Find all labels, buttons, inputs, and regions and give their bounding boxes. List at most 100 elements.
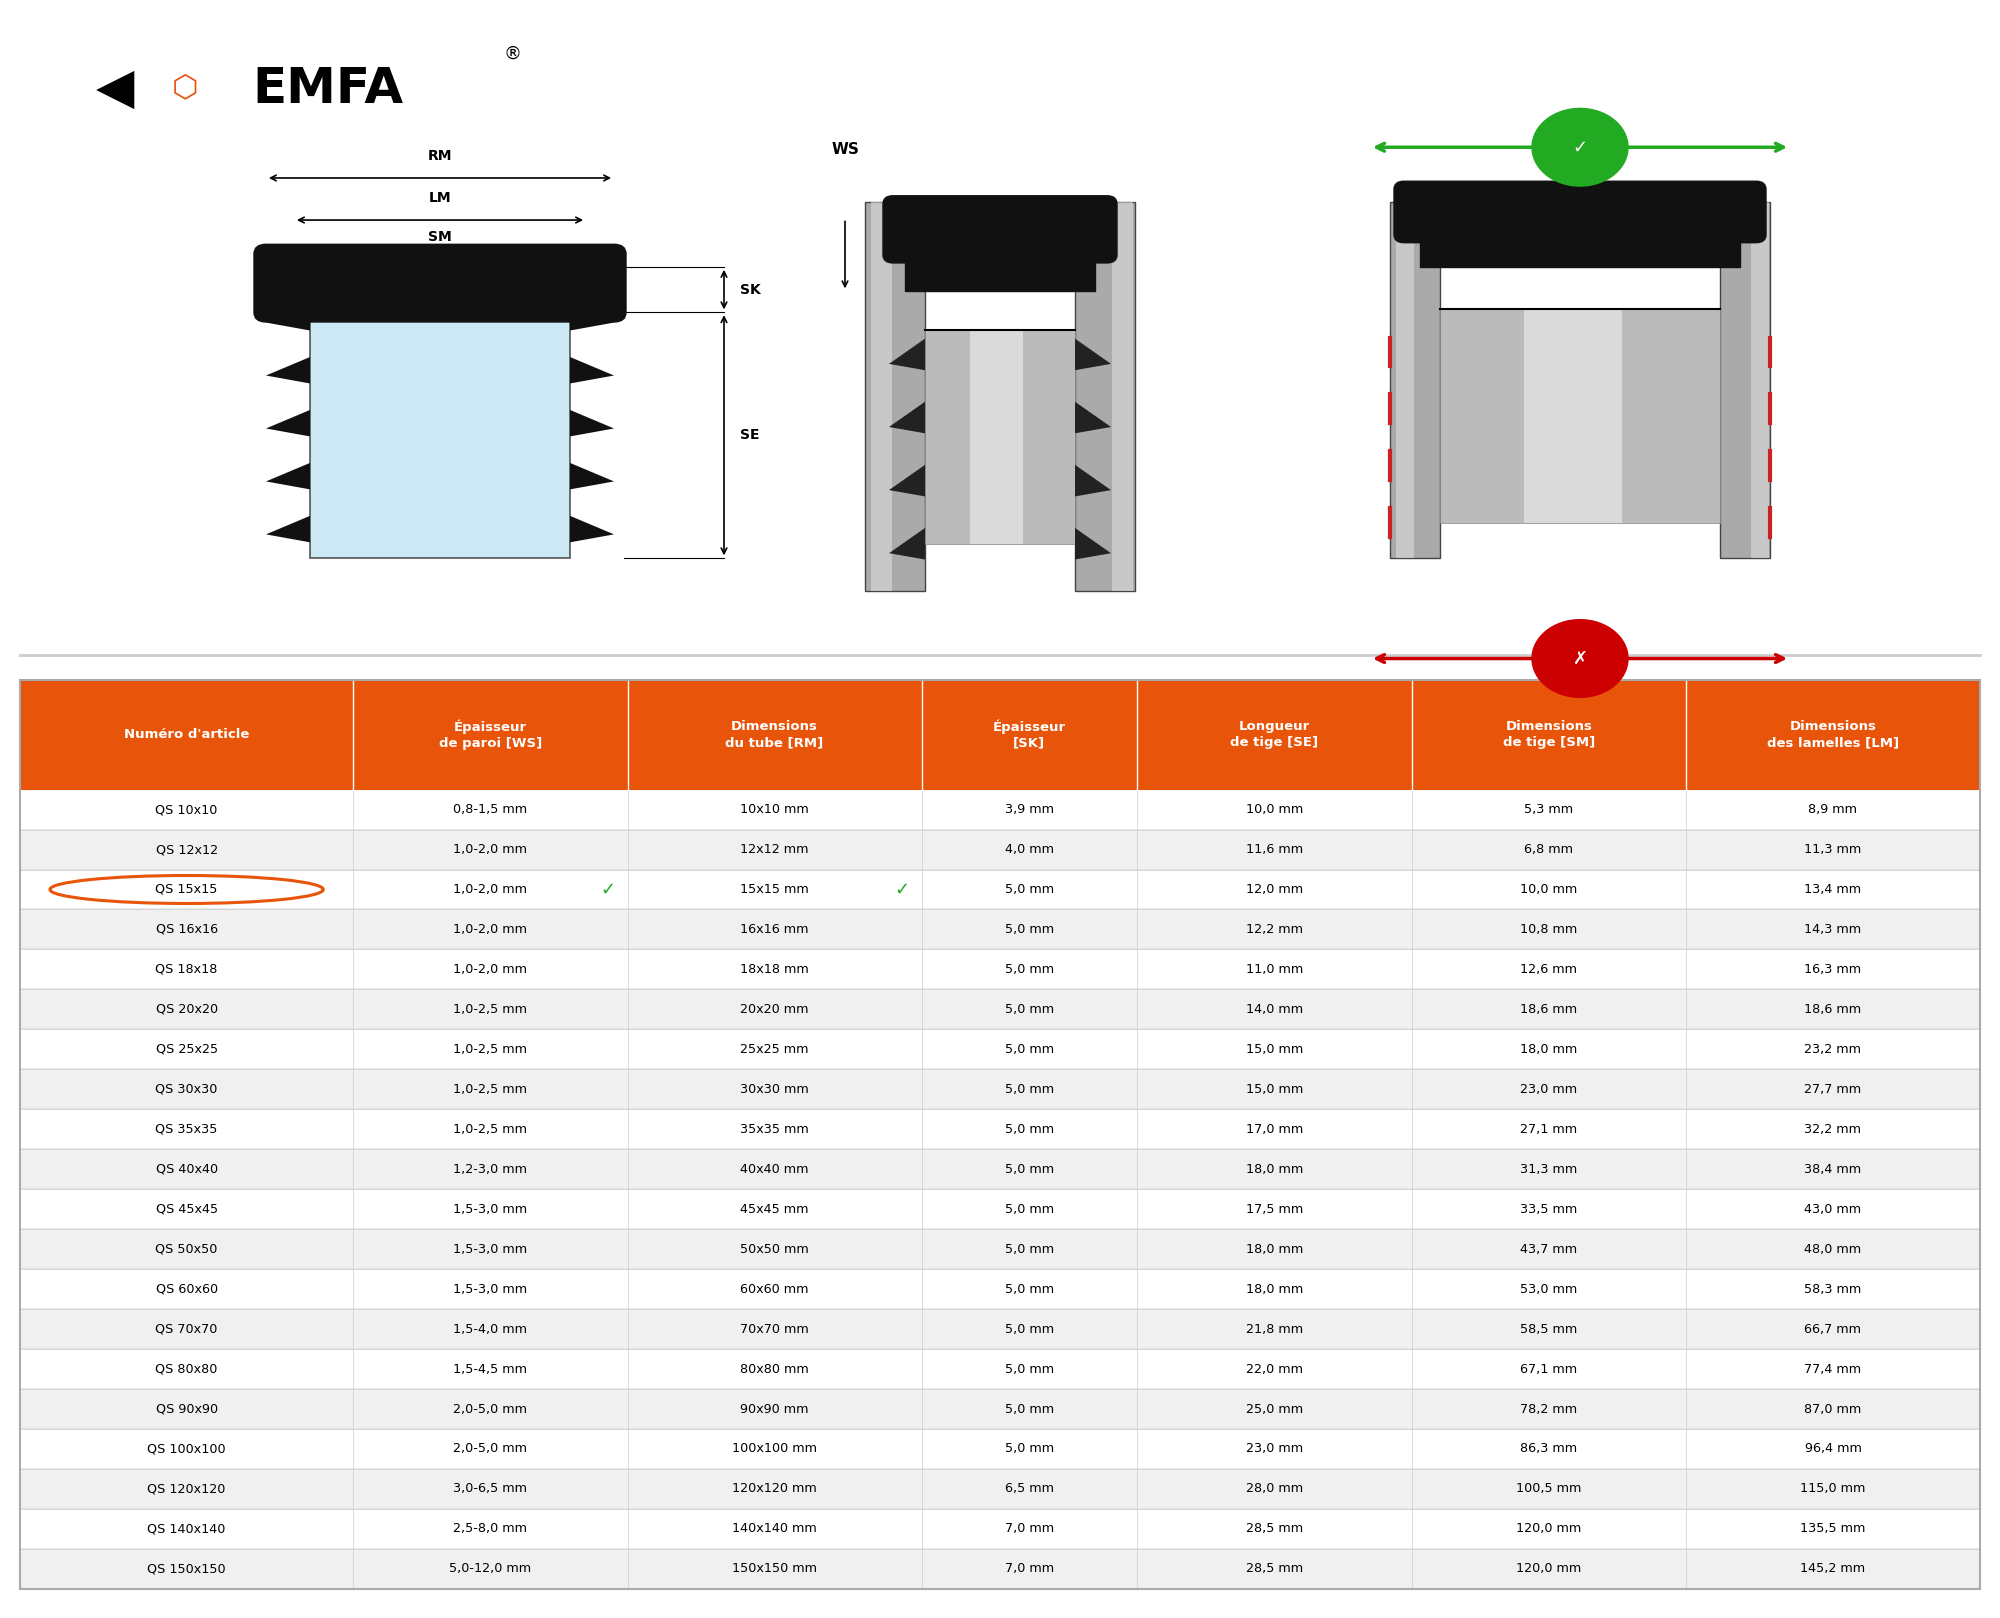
Text: 10,8 mm: 10,8 mm	[1520, 922, 1578, 935]
Text: QS 35x35: QS 35x35	[156, 1123, 218, 1136]
Text: ✓: ✓	[1572, 138, 1588, 157]
Text: 5,0 mm: 5,0 mm	[1004, 1403, 1054, 1416]
Bar	[20, 909, 1980, 950]
Text: 1,0-2,0 mm: 1,0-2,0 mm	[454, 843, 528, 856]
Text: QS 10x10: QS 10x10	[156, 803, 218, 815]
Text: 23,2 mm: 23,2 mm	[1804, 1044, 1862, 1057]
Text: 100x100 mm: 100x100 mm	[732, 1443, 818, 1456]
Text: 30x30 mm: 30x30 mm	[740, 1082, 808, 1095]
Text: 80x80 mm: 80x80 mm	[740, 1362, 808, 1375]
Text: 5,0 mm: 5,0 mm	[1004, 1163, 1054, 1176]
Text: ✓: ✓	[894, 880, 910, 898]
Polygon shape	[570, 304, 614, 330]
Text: 15x15 mm: 15x15 mm	[740, 883, 808, 896]
Polygon shape	[888, 527, 924, 560]
Bar	[20, 1309, 1980, 1349]
Bar	[20, 1510, 1980, 1548]
Bar	[904, 218, 1096, 291]
Bar	[1440, 309, 1720, 523]
Text: 43,7 mm: 43,7 mm	[1520, 1243, 1578, 1256]
Text: 43,0 mm: 43,0 mm	[1804, 1202, 1862, 1215]
Bar	[310, 267, 570, 558]
Text: 40x40 mm: 40x40 mm	[740, 1163, 808, 1176]
FancyBboxPatch shape	[884, 196, 1116, 264]
Text: 3,0-6,5 mm: 3,0-6,5 mm	[454, 1482, 528, 1495]
Text: 38,4 mm: 38,4 mm	[1804, 1163, 1862, 1176]
Text: ✗: ✗	[1572, 649, 1588, 668]
Text: QS 120x120: QS 120x120	[148, 1482, 226, 1495]
Text: 1,0-2,5 mm: 1,0-2,5 mm	[454, 1003, 528, 1016]
Text: QS 150x150: QS 150x150	[148, 1563, 226, 1576]
Text: 1,0-2,0 mm: 1,0-2,0 mm	[454, 883, 528, 896]
Text: QS 30x30: QS 30x30	[156, 1082, 218, 1095]
Text: 120,0 mm: 120,0 mm	[1516, 1563, 1582, 1576]
Text: 60x60 mm: 60x60 mm	[740, 1283, 808, 1296]
Text: 28,0 mm: 28,0 mm	[1246, 1482, 1302, 1495]
Text: QS 100x100: QS 100x100	[148, 1443, 226, 1456]
Text: 14,3 mm: 14,3 mm	[1804, 922, 1862, 935]
Text: 70x70 mm: 70x70 mm	[740, 1322, 808, 1335]
Text: 90x90 mm: 90x90 mm	[740, 1403, 808, 1416]
Text: 32,2 mm: 32,2 mm	[1804, 1123, 1862, 1136]
Bar	[20, 1349, 1980, 1388]
Text: 28,5 mm: 28,5 mm	[1246, 1523, 1302, 1535]
Text: SK: SK	[740, 283, 760, 296]
Text: Numéro d'article: Numéro d'article	[124, 728, 250, 741]
Text: Longueur
de tige [SE]: Longueur de tige [SE]	[1230, 720, 1318, 749]
Polygon shape	[1076, 527, 1112, 560]
Polygon shape	[266, 358, 310, 383]
Text: 4,0 mm: 4,0 mm	[1004, 843, 1054, 856]
Text: 13,4 mm: 13,4 mm	[1804, 883, 1862, 896]
Circle shape	[1532, 108, 1628, 186]
Text: 10x10 mm: 10x10 mm	[740, 803, 808, 815]
Text: RM: RM	[428, 149, 452, 163]
Text: 17,0 mm: 17,0 mm	[1246, 1123, 1304, 1136]
Text: 27,1 mm: 27,1 mm	[1520, 1123, 1578, 1136]
Bar	[1420, 202, 1740, 267]
Text: 16,3 mm: 16,3 mm	[1804, 963, 1862, 976]
Text: 5,0 mm: 5,0 mm	[1004, 1283, 1054, 1296]
Text: 120x120 mm: 120x120 mm	[732, 1482, 816, 1495]
Text: 10,0 mm: 10,0 mm	[1520, 883, 1578, 896]
Text: 28,5 mm: 28,5 mm	[1246, 1563, 1302, 1576]
Polygon shape	[1076, 401, 1112, 434]
Polygon shape	[1076, 464, 1112, 497]
Text: QS 25x25: QS 25x25	[156, 1044, 218, 1057]
Bar	[20, 1548, 1980, 1589]
Text: 27,7 mm: 27,7 mm	[1804, 1082, 1862, 1095]
Text: 1,0-2,5 mm: 1,0-2,5 mm	[454, 1123, 528, 1136]
Text: 18,6 mm: 18,6 mm	[1804, 1003, 1862, 1016]
Text: 23,0 mm: 23,0 mm	[1520, 1082, 1578, 1095]
Text: 17,5 mm: 17,5 mm	[1246, 1202, 1304, 1215]
Bar	[1524, 309, 1622, 523]
Text: 5,0-12,0 mm: 5,0-12,0 mm	[450, 1563, 532, 1576]
Text: 5,0 mm: 5,0 mm	[1004, 883, 1054, 896]
Bar	[20, 1149, 1980, 1189]
Text: 12,2 mm: 12,2 mm	[1246, 922, 1302, 935]
Bar	[1752, 202, 1768, 558]
Text: 5,0 mm: 5,0 mm	[1004, 1362, 1054, 1375]
Text: 87,0 mm: 87,0 mm	[1804, 1403, 1862, 1416]
Text: 100,5 mm: 100,5 mm	[1516, 1482, 1582, 1495]
Text: ◀: ◀	[96, 65, 134, 113]
Polygon shape	[570, 409, 614, 437]
Bar	[20, 680, 1980, 790]
Circle shape	[1532, 620, 1628, 697]
Bar	[20, 950, 1980, 989]
Text: 145,2 mm: 145,2 mm	[1800, 1563, 1866, 1576]
Text: 1,0-2,0 mm: 1,0-2,0 mm	[454, 922, 528, 935]
Text: 35x35 mm: 35x35 mm	[740, 1123, 808, 1136]
Text: ✓: ✓	[600, 880, 616, 898]
Text: 50x50 mm: 50x50 mm	[740, 1243, 808, 1256]
Text: ®: ®	[504, 44, 522, 63]
Polygon shape	[266, 304, 310, 330]
Polygon shape	[888, 401, 924, 434]
Text: 18x18 mm: 18x18 mm	[740, 963, 808, 976]
Text: QS 45x45: QS 45x45	[156, 1202, 218, 1215]
Text: QS 18x18: QS 18x18	[156, 963, 218, 976]
Text: 16x16 mm: 16x16 mm	[740, 922, 808, 935]
Text: ⬡: ⬡	[172, 74, 198, 104]
Text: 120,0 mm: 120,0 mm	[1516, 1523, 1582, 1535]
Text: QS 15x15: QS 15x15	[156, 883, 218, 896]
Bar	[872, 202, 892, 591]
